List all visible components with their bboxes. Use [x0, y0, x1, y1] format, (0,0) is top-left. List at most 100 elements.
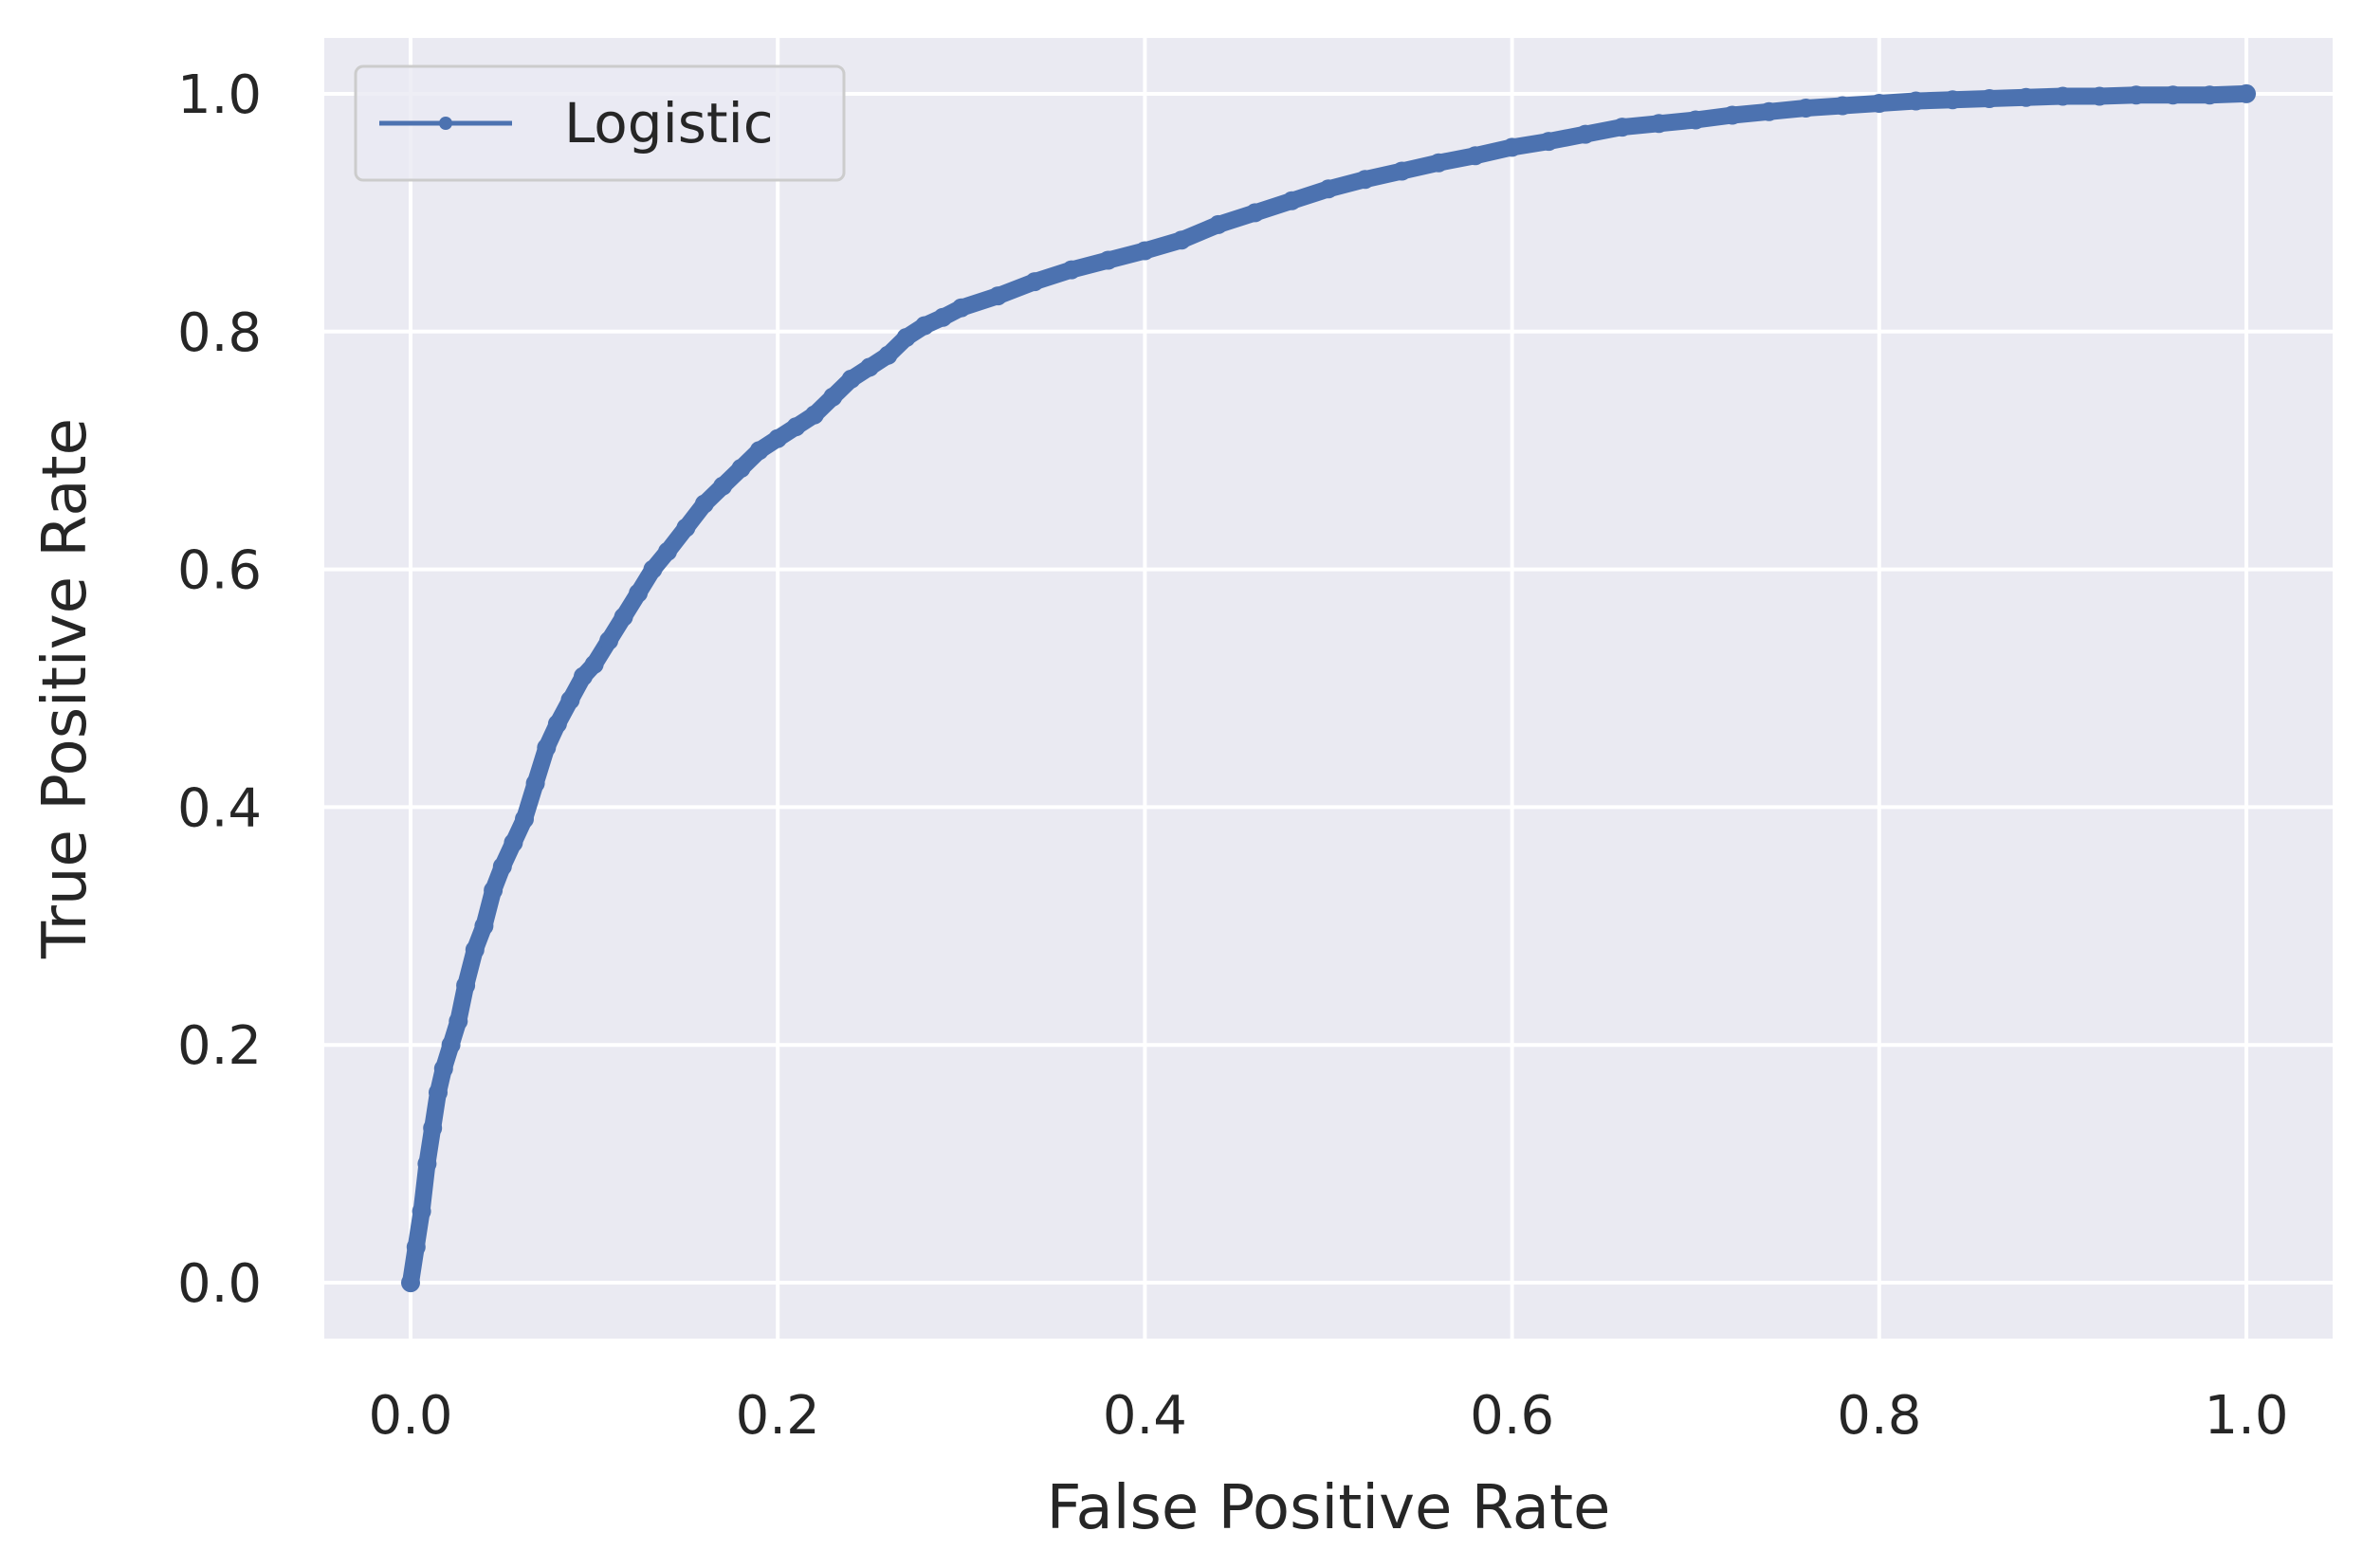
- data-point: [643, 559, 663, 579]
- data-point: [412, 1201, 431, 1221]
- data-point: [1245, 203, 1265, 223]
- data-point: [1319, 179, 1338, 199]
- data-point: [1576, 124, 1595, 144]
- y-tick-label: 0.0: [177, 1253, 262, 1315]
- data-point: [629, 583, 649, 603]
- data-point: [2126, 85, 2146, 105]
- y-tick-label: 1.0: [177, 64, 262, 126]
- data-point: [417, 1154, 437, 1174]
- x-tick-label: 0.6: [1470, 1385, 1554, 1447]
- data-point: [441, 1035, 461, 1055]
- data-point: [731, 459, 751, 478]
- data-point: [1062, 260, 1081, 280]
- data-point: [574, 666, 593, 686]
- data-point: [406, 1237, 426, 1257]
- data-point: [658, 541, 677, 561]
- data-point: [1980, 89, 1999, 108]
- legend-marker-swatch: [439, 117, 452, 130]
- plot-area: [324, 38, 2333, 1339]
- data-point: [1282, 191, 1302, 210]
- y-tick-label: 0.4: [177, 777, 262, 839]
- data-point: [2163, 85, 2183, 105]
- data-point: [456, 975, 476, 995]
- legend-box: [354, 64, 846, 182]
- data-point: [1686, 110, 1706, 130]
- data-point: [429, 1083, 448, 1103]
- data-point: [1355, 170, 1375, 190]
- data-point: [713, 476, 733, 496]
- data-point: [1429, 153, 1449, 173]
- x-tick-label: 1.0: [2204, 1385, 2288, 1447]
- data-point: [1392, 161, 1412, 181]
- data-point: [988, 286, 1008, 306]
- data-point: [1906, 91, 1926, 111]
- data-point: [878, 345, 898, 365]
- data-point: [823, 387, 843, 407]
- data-point: [515, 810, 534, 829]
- data-point: [786, 417, 806, 437]
- data-point: [2237, 83, 2256, 103]
- data-point: [1465, 146, 1485, 166]
- data-point: [1759, 101, 1779, 121]
- data-point: [1172, 230, 1192, 250]
- data-point: [449, 1012, 468, 1031]
- data-point: [2016, 87, 2036, 107]
- data-point: [560, 690, 580, 710]
- x-tick-label: 0.0: [368, 1385, 452, 1447]
- legend: Logistic: [354, 64, 846, 182]
- data-point: [599, 630, 619, 650]
- data-point: [433, 1059, 453, 1079]
- data-point: [1649, 114, 1669, 134]
- data-point: [896, 328, 916, 347]
- data-point: [1135, 241, 1155, 261]
- data-point: [504, 833, 523, 852]
- data-point: [749, 441, 769, 461]
- y-tick-label: 0.8: [177, 302, 262, 364]
- data-point: [2090, 86, 2110, 106]
- y-axis-label: True Positive Rate: [30, 418, 101, 959]
- series-layer: [401, 83, 2256, 1293]
- data-point: [1722, 105, 1742, 125]
- data-point: [1502, 137, 1522, 157]
- data-point: [1098, 250, 1118, 270]
- data-point: [676, 518, 696, 538]
- data-point: [525, 774, 545, 793]
- data-point: [804, 405, 824, 425]
- data-point: [423, 1119, 443, 1138]
- data-point: [860, 357, 879, 377]
- data-point: [614, 607, 633, 627]
- data-point: [401, 1273, 420, 1293]
- x-tick-label: 0.2: [736, 1385, 820, 1447]
- data-point: [547, 714, 567, 734]
- data-point: [951, 298, 971, 318]
- data-point: [584, 654, 604, 674]
- x-tick-label: 0.8: [1837, 1385, 1921, 1447]
- data-point: [933, 307, 953, 327]
- data-point: [1539, 132, 1559, 152]
- y-tick-label: 0.2: [177, 1015, 262, 1077]
- legend-label-logistic: Logistic: [564, 91, 774, 155]
- data-point: [2053, 86, 2073, 106]
- data-point: [465, 939, 485, 959]
- tick-labels: 0.0 0.2 0.4 0.6 0.8 1.0 0.0 0.2 0.4 0.6 0.8 1.0: [177, 64, 2289, 1447]
- x-tick-label: 0.4: [1103, 1385, 1187, 1447]
- data-point: [768, 428, 788, 448]
- x-axis-label: False Positive Rate: [1047, 1473, 1611, 1543]
- data-point: [492, 857, 512, 877]
- data-point: [1943, 90, 1963, 110]
- data-point: [915, 316, 935, 336]
- data-point: [2200, 85, 2220, 105]
- data-point: [537, 738, 557, 757]
- data-point: [841, 369, 861, 389]
- data-point: [474, 916, 494, 936]
- data-point: [1833, 96, 1853, 116]
- data-point: [1796, 99, 1816, 118]
- y-tick-label: 0.6: [177, 540, 262, 602]
- data-point: [1025, 272, 1045, 292]
- data-point: [1208, 214, 1228, 234]
- data-point: [694, 494, 714, 514]
- data-point: [484, 881, 504, 901]
- data-point: [1612, 118, 1632, 137]
- data-point: [1869, 94, 1889, 113]
